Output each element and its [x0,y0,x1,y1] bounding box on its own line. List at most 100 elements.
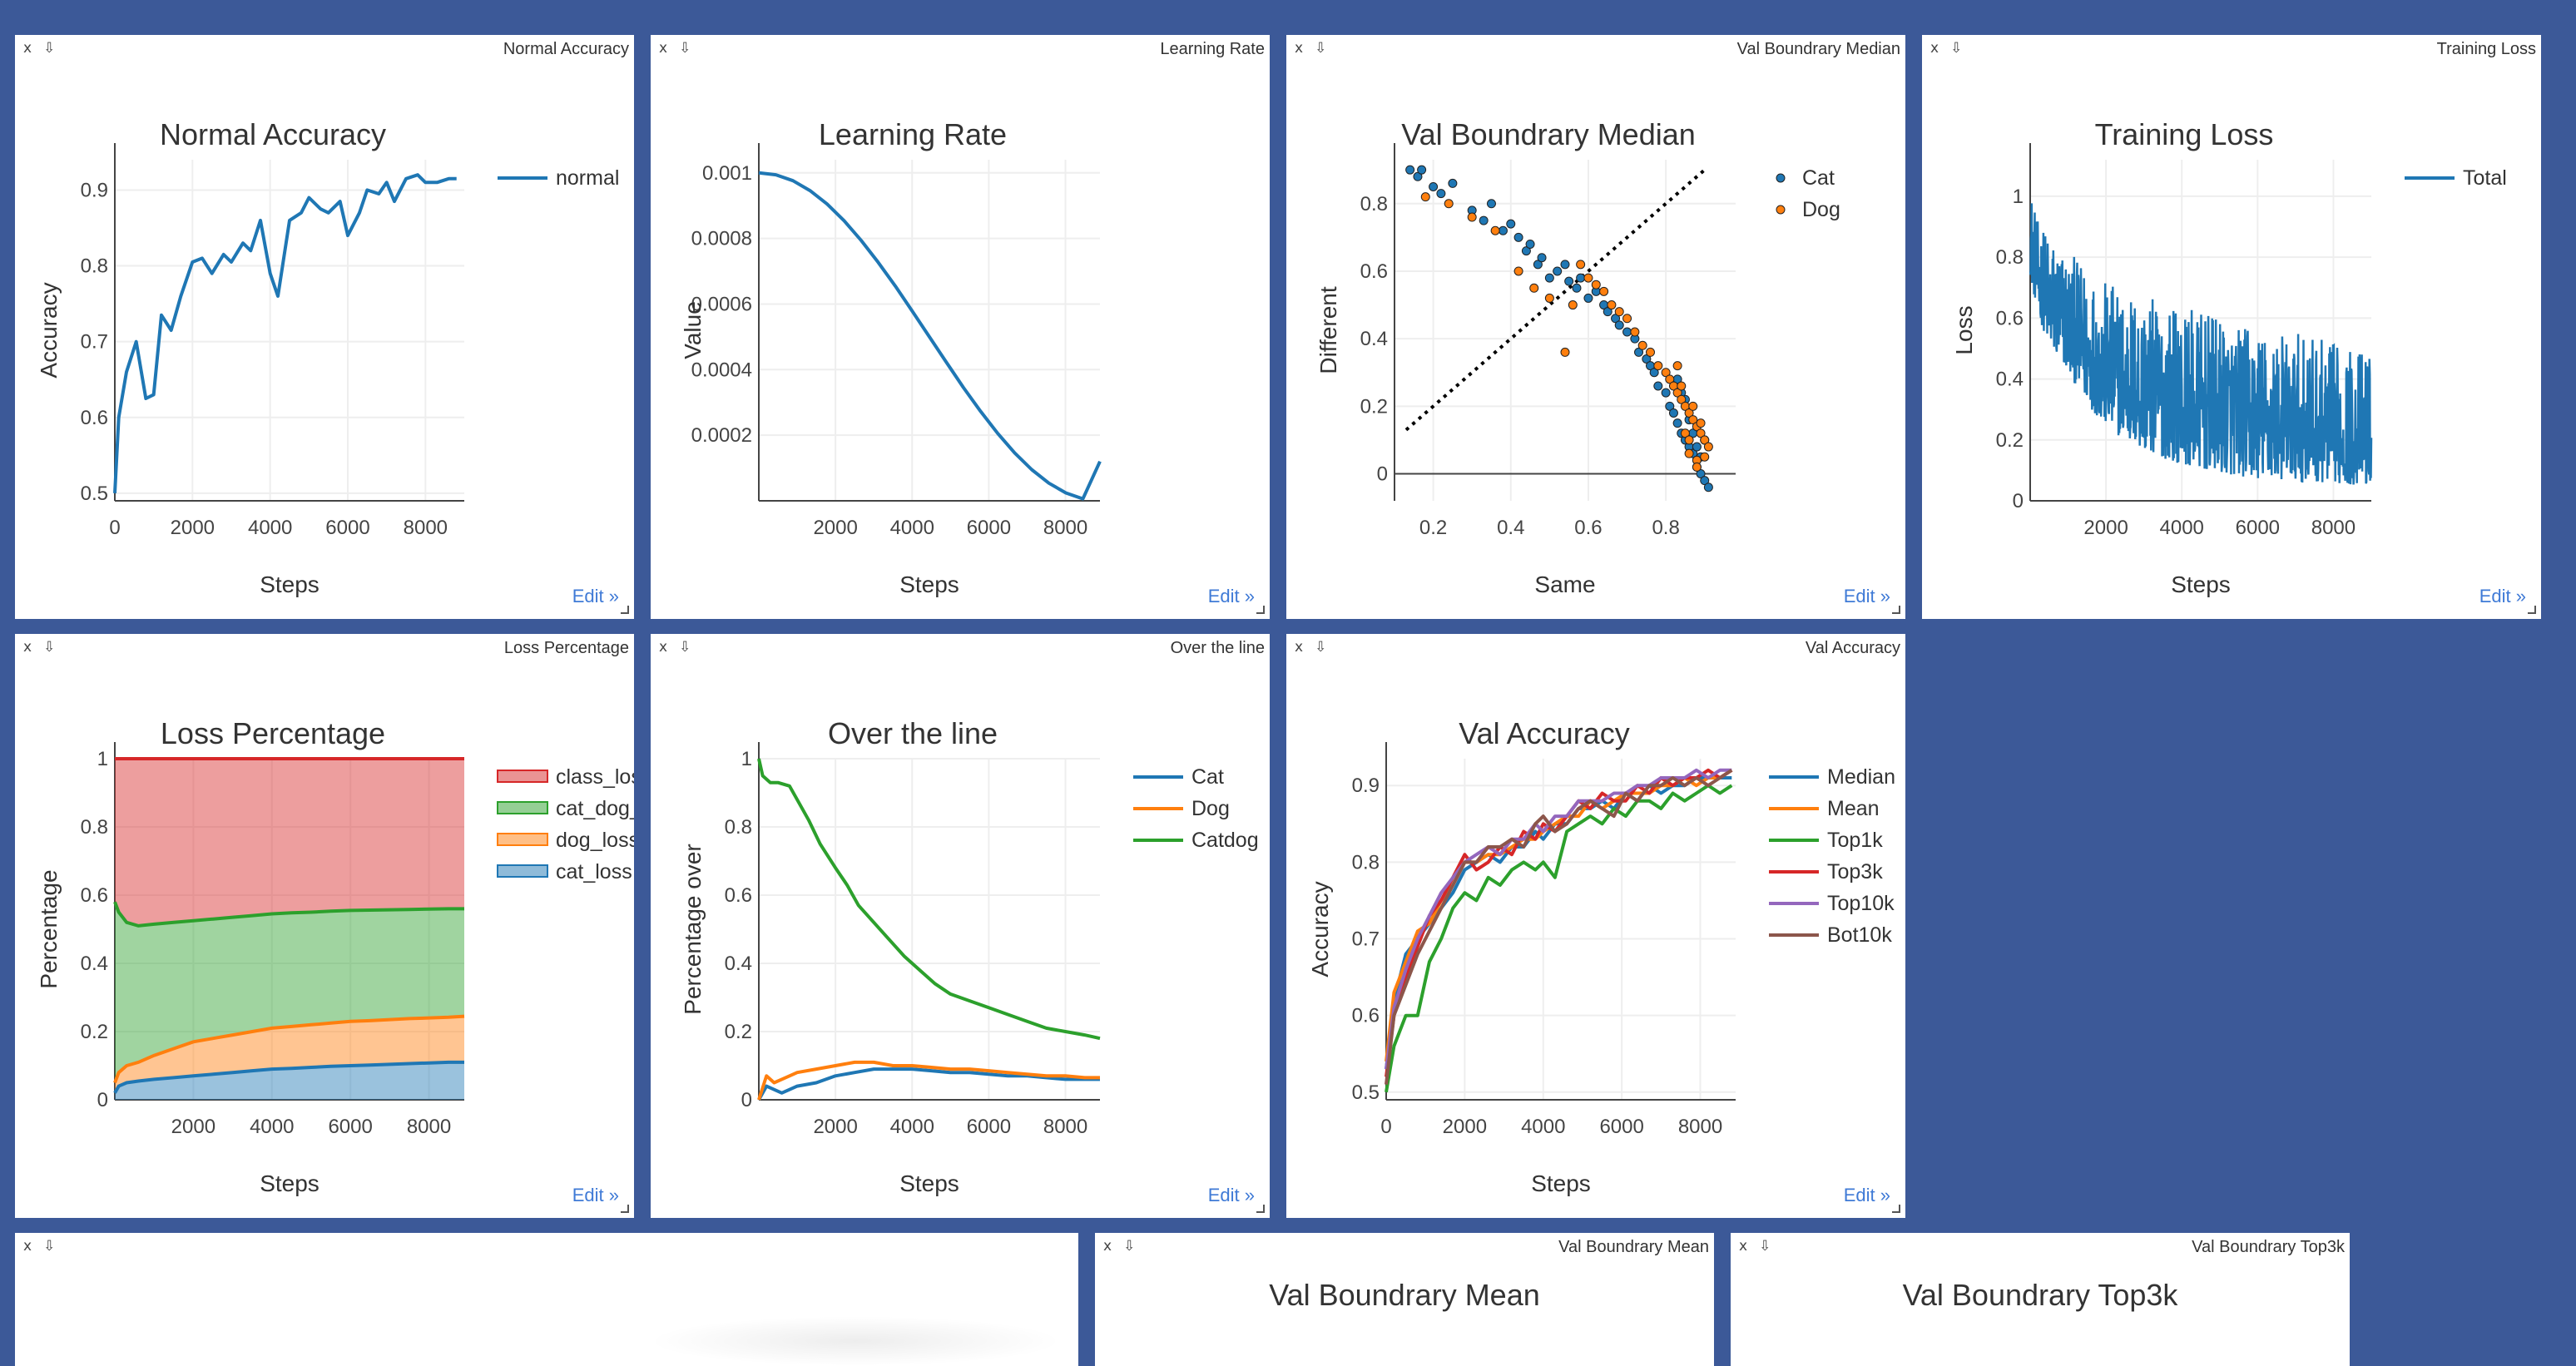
area-band-cat_dog_loss [115,902,464,1083]
scatter-point-dog [1672,388,1682,398]
legend-label: Dog [1191,797,1230,820]
legend-label: Dog [1802,198,1840,221]
close-icon[interactable]: x [1930,40,1939,57]
panel-loss-percentage: x ⇩ Loss Percentage Loss Percentage 2000 40… [15,634,634,1218]
y-tick-label: 0.8 [1352,851,1380,874]
panel-name: Val Boundrary Top3k [2192,1238,2345,1256]
y-tick-label: 0.6 [81,407,108,429]
x-tick-label: 4000 [250,1116,294,1138]
pin-icon[interactable]: ⇩ [1759,1238,1771,1255]
scatter-point-dog [1684,448,1694,458]
edit-link[interactable]: Edit » [572,1185,619,1205]
edit-link[interactable]: Edit » [1843,1185,1890,1205]
x-tick-label: 2000 [171,1116,215,1138]
edit-link[interactable]: Edit » [1207,1185,1255,1205]
y-tick-label: 0.2 [1996,429,2024,452]
chart-title: Learning Rate [819,117,1007,151]
pin-icon[interactable]: ⇩ [679,639,691,656]
scatter-point-dog [1490,225,1500,235]
chart-title: Val Accuracy [1459,716,1629,750]
x-axis-label: Steps [899,572,959,597]
y-axis-label: Accuracy [1307,881,1333,977]
scatter-point-dog [1560,347,1570,357]
resize-handle[interactable] [2528,606,2536,614]
pin-icon[interactable]: ⇩ [1315,639,1327,656]
chart-training-loss: Training Loss 2000 4000 6000 8000 0 0.2 0.4 0.6 0… [1951,117,2507,597]
scatter-point-cat [1525,239,1535,249]
close-icon[interactable]: x [1103,1238,1112,1255]
x-tick-label: 2000 [171,517,215,539]
pin-icon[interactable]: ⇩ [1123,1238,1136,1255]
scatter-point-cat [1696,469,1706,479]
panel-untitled: x ⇩ [15,1233,1078,1366]
legend-swatch [497,864,548,878]
edit-link[interactable]: Edit » [2479,586,2526,606]
chart-loss-percentage: Loss Percentage 2000 4000 6000 8000 0 0.2 0.4 0.… [36,716,634,1196]
panel-val-boundrary-mean: x ⇩ Val Boundrary Mean Val Boundrary Mean [1095,1233,1714,1366]
y-tick-label: 0.001 [702,162,752,185]
y-tick-label: 0.4 [81,953,108,975]
scatter-point-cat [1521,246,1531,256]
scatter-point-dog [1692,462,1702,472]
close-icon[interactable]: x [659,639,668,656]
y-tick-label: 0.4 [725,953,752,975]
y-tick-label: 1 [741,748,752,770]
x-tick-label: 0 [109,517,120,539]
pin-icon[interactable]: ⇩ [43,40,56,57]
scatter-point-cat [1603,307,1612,317]
y-tick-label: 0.8 [81,255,108,278]
chart-over-the-line: Over the line 2000 4000 6000 8000 0 0.2 0.4 0.6 0… [680,716,1259,1196]
resize-handle[interactable] [621,1205,629,1213]
scatter-point-cat [1486,199,1496,209]
scatter-point-dog [1646,347,1655,357]
scatter-point-dog [1684,408,1694,418]
panel-name: Training Loss [2436,40,2536,58]
pin-icon[interactable]: ⇩ [1950,40,1963,57]
close-icon[interactable]: x [1739,1238,1748,1255]
close-icon[interactable]: x [23,1238,32,1255]
legend-label: Catdog [1191,829,1259,852]
scatter-point-dog [1637,340,1647,350]
scatter-point-cat [1583,293,1593,303]
scatter-point-dog [1700,435,1710,445]
pin-icon[interactable]: ⇩ [1315,40,1327,57]
series-line-top1k [1385,784,1733,1093]
close-icon[interactable]: x [1295,639,1304,656]
close-icon[interactable]: x [23,639,32,656]
x-tick-label: 0.2 [1419,517,1447,539]
scatter-point-dog [1688,401,1698,411]
x-tick-label: 0.4 [1497,517,1524,539]
scatter-point-dog [1622,314,1632,324]
pin-icon[interactable]: ⇩ [43,1238,56,1255]
x-tick-label: 8000 [1043,517,1087,539]
pin-icon[interactable]: ⇩ [679,40,691,57]
resize-handle[interactable] [1256,1205,1265,1213]
legend-label: Top3k [1827,860,1883,883]
x-tick-label: 2000 [1443,1116,1487,1138]
close-icon[interactable]: x [1295,40,1304,57]
x-tick-label: 0.8 [1652,517,1679,539]
chart-title: Normal Accuracy [160,117,386,151]
legend-label: cat_loss [556,860,632,883]
scatter-point-cat [1614,320,1624,330]
y-tick-label: 0.8 [1360,193,1388,215]
scatter-point-cat [1560,260,1570,270]
pin-icon[interactable]: ⇩ [43,639,56,656]
close-icon[interactable]: x [659,40,668,57]
y-tick-label: 0.8 [81,816,108,839]
resize-handle[interactable] [1892,1205,1900,1213]
edit-link[interactable]: Edit » [572,586,619,606]
panel-normal-accuracy: x ⇩ Normal Accuracy Normal Accuracy 0 2000 4… [15,35,634,619]
edit-link[interactable]: Edit » [1207,586,1255,606]
edit-link[interactable]: Edit » [1843,586,1890,606]
close-icon[interactable]: x [23,40,32,57]
resize-handle[interactable] [1256,606,1265,614]
series-line-total [2029,203,2373,485]
scatter-point-cat [1405,165,1415,175]
resize-handle[interactable] [1892,606,1900,614]
resize-handle[interactable] [621,606,629,614]
scatter-point-cat [1564,276,1574,286]
scatter-point-cat [1417,165,1427,175]
scatter-point-dog [1653,361,1663,371]
x-tick-label: 8000 [404,517,448,539]
